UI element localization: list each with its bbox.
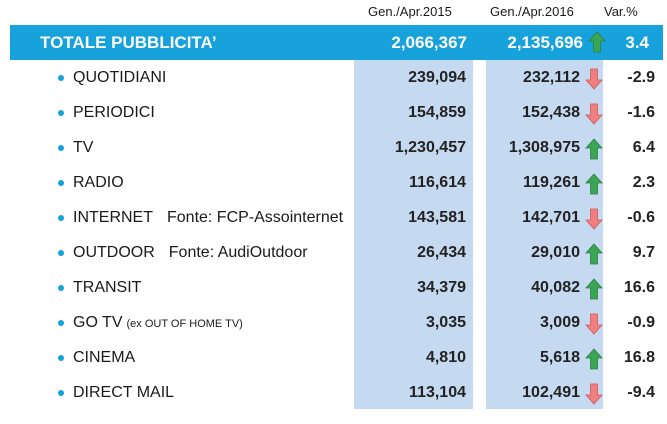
trend-down-icon [585, 383, 603, 405]
row-source-note: Fonte: AudiOutdoor [168, 244, 308, 261]
table-row: DIRECT MAIL 113,104 102,491 -9.4 [0, 377, 667, 412]
table-row: INTERNET Fonte: FCP-Assointernet 143,581 14… [0, 202, 667, 237]
header-2016: Gen./Apr.2016 [490, 4, 574, 19]
row-name: INTERNET Fonte: FCP-Assointernet [73, 209, 343, 227]
table-row: RADIO 116,614 119,261 2.3 [0, 167, 667, 202]
row-small-note: (ex OUT OF HOME TV) [126, 318, 243, 330]
trend-up-icon [588, 31, 606, 53]
row-label: INTERNET [73, 209, 153, 226]
row-source-note: Fonte: FCP-Assointernet [167, 209, 344, 226]
variation-percent: 2.3 [632, 174, 655, 191]
row-name: RADIO [73, 174, 124, 192]
value-2016: 29,010 [531, 244, 580, 261]
total-row: TOTALE PUBBLICITA’ 2,066,367 2,135,696 3… [10, 25, 663, 60]
trend-down-icon [585, 68, 603, 90]
bullet-icon [58, 390, 64, 396]
table-row: TRANSIT 34,379 40,082 16.6 [0, 272, 667, 307]
value-2015: 34,379 [417, 279, 466, 296]
variation-percent: 16.8 [623, 349, 655, 366]
bullet-icon [58, 285, 64, 291]
row-label: RADIO [73, 174, 124, 191]
variation-percent: -0.9 [627, 314, 655, 331]
table-row: OUTDOOR Fonte: AudiOutdoor 26,434 29,010 9.7 [0, 237, 667, 272]
value-2015: 239,094 [408, 69, 466, 86]
variation-percent: -0.6 [627, 209, 655, 226]
value-2015: 143,581 [408, 209, 466, 226]
variation-percent: -2.9 [627, 69, 655, 86]
bullet-icon [58, 215, 64, 221]
value-2015: 116,614 [409, 174, 466, 191]
value-2015: 154,859 [408, 104, 466, 121]
variation-percent: -9.4 [627, 384, 655, 401]
trend-up-icon [585, 138, 603, 160]
total-variation: 3.4 [625, 33, 649, 52]
row-name: TV [73, 139, 93, 157]
value-2015: 4,810 [425, 349, 466, 366]
trend-down-icon [585, 103, 603, 125]
value-2016: 5,618 [539, 349, 580, 366]
value-2015: 113,104 [409, 384, 466, 401]
trend-up-icon [585, 243, 603, 265]
row-label: TRANSIT [73, 279, 142, 296]
variation-percent: -1.6 [627, 104, 655, 121]
bullet-icon [58, 145, 64, 151]
row-name: PERIODICI [73, 104, 155, 122]
row-name: QUOTIDIANI [73, 69, 166, 87]
column-2015-background [354, 60, 473, 409]
row-name: CINEMA [73, 349, 135, 367]
value-2016: 1,308,975 [508, 139, 580, 156]
variation-percent: 16.6 [623, 279, 655, 296]
bullet-icon [58, 75, 64, 81]
total-value-2015: 2,066,367 [391, 33, 467, 52]
trend-down-icon [585, 313, 603, 335]
row-name: GO TV (ex OUT OF HOME TV) [73, 314, 243, 332]
bullet-icon [58, 250, 64, 256]
variation-percent: 6.4 [632, 139, 655, 156]
value-2016: 3,009 [539, 314, 580, 331]
value-2016: 102,491 [522, 384, 580, 401]
value-2016: 119,261 [523, 174, 580, 191]
total-value-2016: 2,135,696 [507, 33, 583, 52]
row-label: PERIODICI [73, 104, 155, 121]
row-label: TV [73, 139, 94, 156]
value-2016: 40,082 [531, 279, 580, 296]
row-name: OUTDOOR Fonte: AudiOutdoor [73, 244, 308, 262]
row-name: TRANSIT [73, 279, 141, 297]
trend-down-icon [585, 208, 603, 230]
row-label: DIRECT MAIL [73, 384, 175, 401]
value-2015: 26,434 [417, 244, 466, 261]
value-2016: 142,701 [522, 209, 580, 226]
table-row: QUOTIDIANI 239,094 232,112 -2.9 [0, 62, 667, 97]
value-2015: 1,230,457 [394, 139, 466, 156]
row-label: CINEMA [73, 349, 136, 366]
header-variation: Var.% [604, 4, 638, 19]
value-2016: 232,112 [523, 69, 580, 86]
row-label: GO TV [73, 314, 123, 331]
column-2016-background [486, 60, 603, 409]
bullet-icon [58, 320, 64, 326]
table-row: CINEMA 4,810 5,618 16.8 [0, 342, 667, 377]
bullet-icon [58, 180, 64, 186]
trend-up-icon [585, 173, 603, 195]
bullet-icon [58, 355, 64, 361]
bullet-icon [58, 110, 64, 116]
table-row: GO TV (ex OUT OF HOME TV) 3,035 3,009 -0.9 [0, 307, 667, 342]
header-2015: Gen./Apr.2015 [368, 4, 452, 19]
table-row: PERIODICI 154,859 152,438 -1.6 [0, 97, 667, 132]
trend-up-icon [585, 348, 603, 370]
row-label: QUOTIDIANI [73, 69, 167, 86]
variation-percent: 9.7 [632, 244, 655, 261]
value-2015: 3,035 [425, 314, 466, 331]
row-name: DIRECT MAIL [73, 384, 174, 402]
row-label: OUTDOOR [73, 244, 155, 261]
table-row: TV 1,230,457 1,308,975 6.4 [0, 132, 667, 167]
value-2016: 152,438 [522, 104, 580, 121]
total-label: TOTALE PUBBLICITA’ [40, 33, 217, 52]
trend-up-icon [585, 278, 603, 300]
